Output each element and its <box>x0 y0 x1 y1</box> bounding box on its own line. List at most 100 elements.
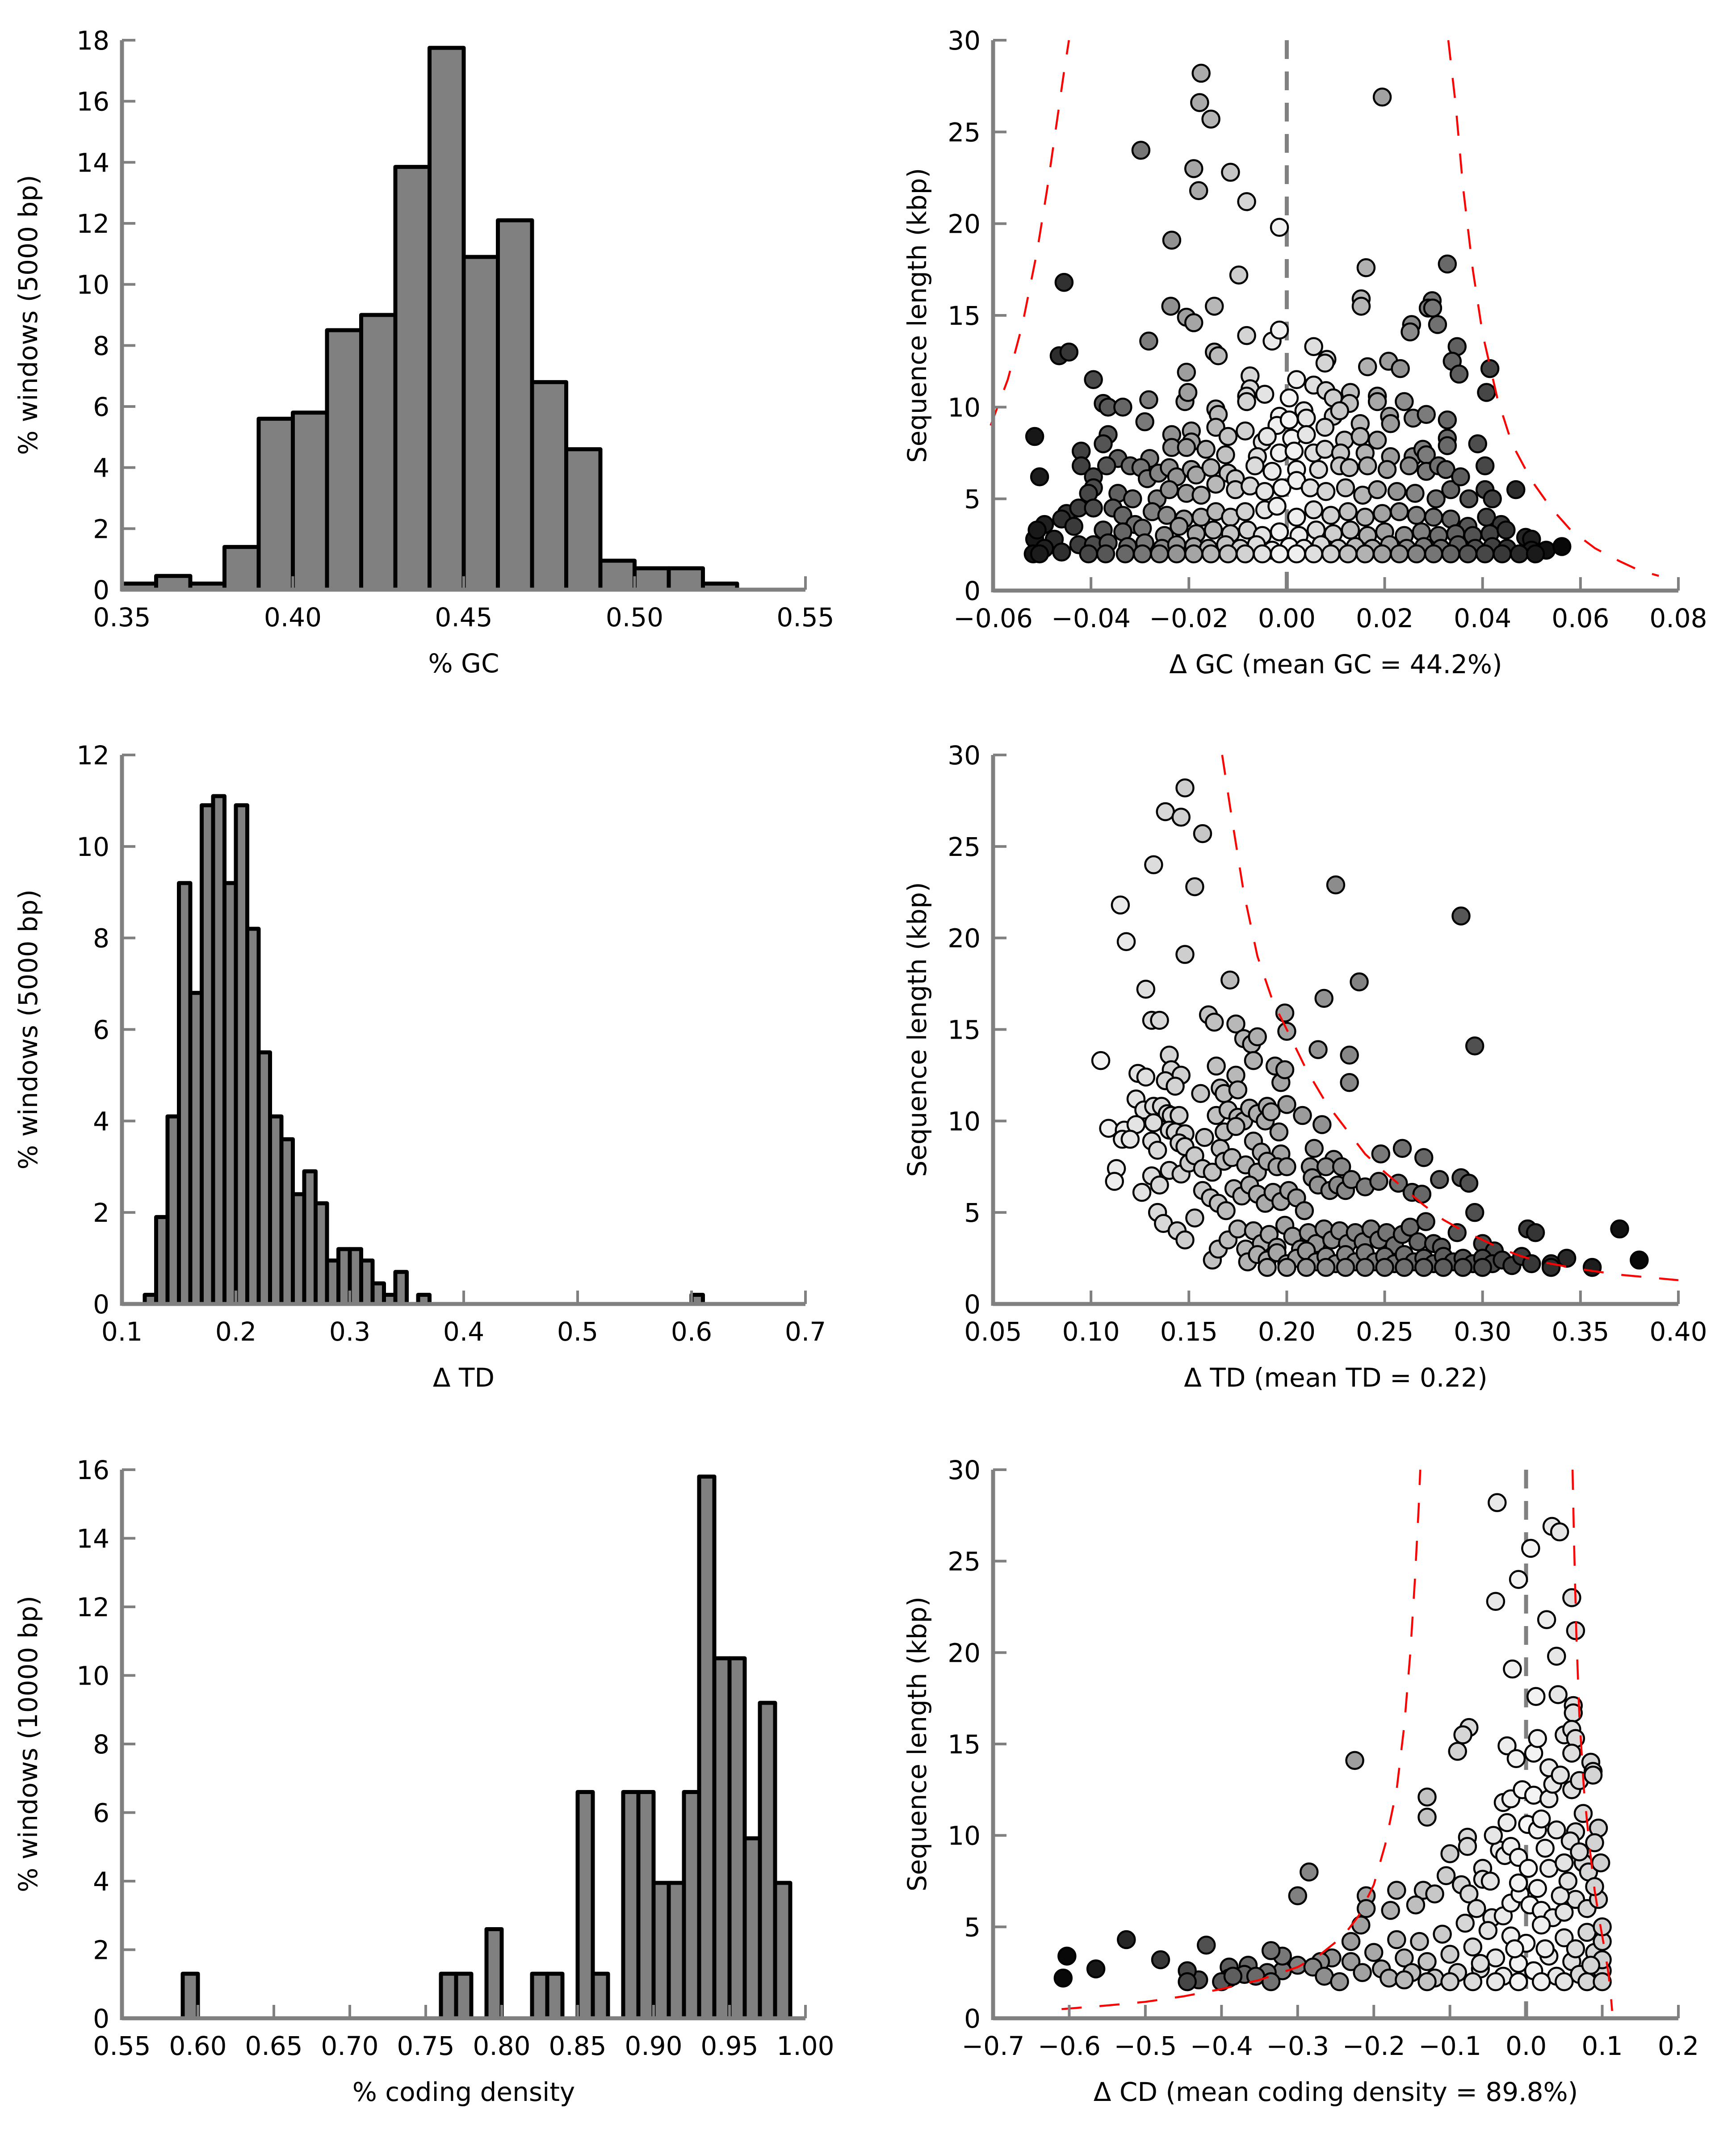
scatter-point <box>1451 906 1471 926</box>
scatter-point <box>1406 1895 1426 1915</box>
scatter-point <box>1341 520 1360 540</box>
histogram-bar <box>291 411 329 592</box>
scatter-point <box>1367 431 1387 450</box>
scatter-point <box>1521 1539 1540 1558</box>
y-tick-label: 14 <box>76 1524 109 1554</box>
confidence-bound-curve <box>990 40 1070 426</box>
scatter-point <box>1555 1928 1574 1948</box>
y-tick-label: 25 <box>948 1547 981 1577</box>
scatter-point <box>1550 1522 1569 1542</box>
scatter-point <box>1463 1972 1483 1991</box>
y-tick-label: 15 <box>948 1015 981 1045</box>
scatter-point <box>1269 1122 1289 1142</box>
scatter-point <box>1449 365 1469 384</box>
scatter-point <box>1171 808 1191 827</box>
scatter-point <box>1459 489 1479 508</box>
cd-scatter-panel: 0 5 10 15 20 25 30 −0.7 −0.6 −0.5 −0.4 −0.3 −0.2 −0.1… <box>902 1455 1699 2107</box>
y-tick-label: 0 <box>964 576 981 606</box>
histogram-bar <box>256 416 295 592</box>
scatter-point <box>1471 1954 1490 1973</box>
scatter-point <box>1308 1040 1328 1059</box>
scatter-point <box>1448 1742 1467 1761</box>
scatter-point <box>1277 1157 1296 1176</box>
scatter-point <box>1425 1884 1444 1903</box>
scatter-point <box>1161 297 1180 316</box>
scatter-point <box>1228 1219 1248 1239</box>
scatter-point <box>1509 1972 1528 1991</box>
scatter-point <box>1503 1659 1522 1679</box>
scatter-point <box>1535 1839 1555 1858</box>
scatter-point <box>1391 359 1410 378</box>
y-tick-label: 0 <box>964 1289 981 1320</box>
scatter-point <box>1410 1932 1429 1951</box>
histogram-bar <box>454 1971 474 2021</box>
scatter-point <box>1395 1970 1414 1990</box>
scatter-point <box>1535 1939 1555 1958</box>
scatter-point <box>1236 502 1255 521</box>
scatter-point <box>1341 1952 1361 1971</box>
scatter-point <box>1205 1012 1224 1032</box>
y-tick-label: 2 <box>93 514 109 544</box>
y-axis-title: % windows (10000 bp) <box>13 1596 43 1892</box>
scatter-point <box>1297 425 1316 444</box>
scatter-point <box>1436 460 1455 479</box>
scatter-point <box>1531 1972 1551 1991</box>
y-tick-label: 20 <box>948 209 981 239</box>
histogram-bar <box>439 1971 458 2021</box>
scatter-point <box>1558 1871 1578 1891</box>
x-tick-label: 0.7 <box>785 1316 826 1347</box>
scatter-point <box>1356 258 1376 277</box>
scatter-point <box>1566 1939 1585 1958</box>
y-axis-title: % windows (5000 bp) <box>13 889 43 1170</box>
scatter-point <box>1434 1258 1453 1277</box>
scatter-point <box>1287 544 1306 564</box>
y-tick-label: 8 <box>93 331 109 361</box>
x-tick-label: 1.00 <box>776 2031 834 2061</box>
scatter-point <box>1206 474 1225 494</box>
scatter-point <box>1541 1258 1561 1277</box>
scatter-point <box>1191 63 1211 83</box>
y-tick-label: 0 <box>93 2004 109 2034</box>
histogram-bar <box>651 1881 671 2021</box>
scatter-point <box>1253 544 1272 564</box>
y-tick-label: 20 <box>948 923 981 954</box>
scatter-point <box>1071 456 1091 475</box>
scatter-point <box>1184 159 1203 178</box>
scatter-point <box>1509 1570 1528 1589</box>
scatter-point <box>1312 1115 1332 1134</box>
scatter-point <box>1115 544 1135 564</box>
x-tick-label: 0.06 <box>1551 603 1609 633</box>
x-tick-label: 0.3 <box>329 1316 370 1347</box>
x-tick-label: 0.1 <box>101 1316 143 1347</box>
scatter-point <box>1358 456 1377 475</box>
scatter-point <box>1369 1172 1388 1191</box>
scatter-point <box>1132 1182 1152 1202</box>
histogram-bar <box>742 1836 762 2021</box>
scatter-point <box>1304 500 1323 520</box>
scatter-point <box>1377 460 1397 479</box>
scatter-point <box>1226 1117 1245 1136</box>
y-tick-label: 12 <box>76 1592 109 1622</box>
scatter-point <box>1400 456 1419 475</box>
scatter-point <box>1440 1844 1459 1863</box>
scatter-point <box>1582 1258 1602 1277</box>
x-tick-label: 0.75 <box>397 2031 454 2061</box>
scatter-point <box>1336 478 1355 498</box>
scatter-point <box>1111 895 1130 915</box>
scatter-point <box>1297 408 1316 428</box>
x-tick-label: 0.08 <box>1649 603 1707 633</box>
scatter-point <box>1401 322 1420 342</box>
scatter-point <box>1372 544 1392 564</box>
x-tick-label: −0.7 <box>962 2031 1025 2061</box>
scatter-point <box>1395 1258 1414 1277</box>
scatter-point <box>1248 1027 1267 1047</box>
y-tick-label: 30 <box>948 740 981 771</box>
scatter-point <box>1027 520 1047 540</box>
x-tick-label: 0.40 <box>1649 1316 1707 1347</box>
x-tick-label: 0.00 <box>1258 603 1316 633</box>
scatter-point <box>1417 1952 1437 1971</box>
scatter-point <box>1261 1941 1281 1960</box>
y-tick-label: 0 <box>93 1289 109 1320</box>
histogram-bar <box>530 380 568 592</box>
scatter-point <box>1528 1879 1547 1898</box>
